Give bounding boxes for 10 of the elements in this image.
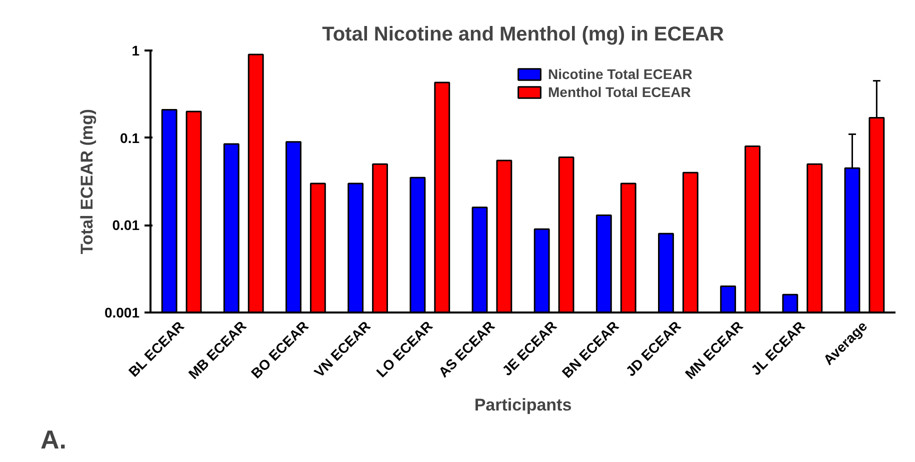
x-axis-title: Participants — [474, 396, 572, 415]
y-axis-title: Total ECEAR (mg) — [77, 108, 96, 254]
y-tick-label: 1 — [132, 42, 140, 58]
y-tick-label: 0.1 — [120, 130, 140, 146]
legend-label: Menthol Total ECEAR — [548, 84, 691, 100]
chart-title: Total Nicotine and Menthol (mg) in ECEAR — [322, 24, 724, 46]
y-tick-label: 0.001 — [104, 304, 140, 320]
text: A. — [40, 424, 66, 454]
legend-label: Nicotine Total ECEAR — [548, 66, 692, 82]
y-tick-label: 0.01 — [112, 217, 140, 234]
